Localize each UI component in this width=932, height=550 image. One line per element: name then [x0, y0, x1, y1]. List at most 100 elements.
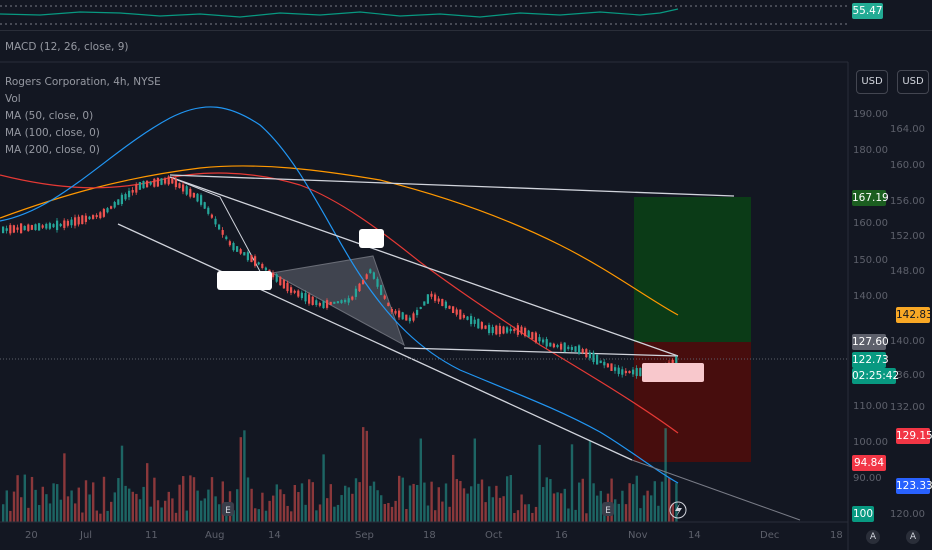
auto-scale-button[interactable]: A [866, 530, 880, 544]
triangle-pattern [270, 255, 405, 347]
volume-bar [596, 495, 599, 522]
volume-bar [650, 495, 653, 522]
log-scale-button[interactable]: A [906, 530, 920, 544]
candle-body [171, 178, 174, 184]
svg-text:E: E [225, 506, 231, 516]
stop-zone [634, 342, 751, 462]
volume-bar [621, 490, 624, 522]
volume-bar [128, 488, 131, 522]
candle-body [617, 367, 620, 374]
candle-body [671, 359, 674, 364]
volume-bar [45, 494, 48, 522]
candle-body [524, 327, 527, 337]
volume-bar [498, 497, 502, 522]
candle-body [257, 262, 260, 265]
volume-bar [552, 493, 556, 522]
volume-bar [246, 477, 250, 522]
volume-bar [538, 444, 541, 522]
neckline [403, 347, 679, 357]
countdown-tag: 02:25:42 [852, 368, 900, 384]
candle-body [210, 214, 213, 218]
candle-body [596, 354, 599, 365]
candle-body [77, 216, 80, 225]
candle-body [322, 301, 325, 309]
volume-bar [466, 493, 469, 522]
volume-bar [358, 482, 361, 522]
volume-bar [117, 478, 120, 522]
ma50-legend[interactable]: MA (50, close, 0) [5, 110, 94, 122]
volume-bar [88, 494, 91, 522]
ma100-legend[interactable]: MA (100, close, 0) [5, 127, 100, 139]
volume-bar [30, 476, 34, 522]
volume-bar [66, 496, 70, 522]
volume-bar [488, 486, 491, 522]
ma200-price-tag: 142.83 [896, 307, 932, 323]
candle-body [70, 219, 73, 226]
ma50-price-tag: 123.33 [896, 478, 932, 494]
candle-body [372, 272, 375, 279]
volume-bar [423, 482, 426, 522]
price-axis-tick: 148.00 [890, 266, 925, 277]
currency-button-right[interactable]: USD [897, 70, 929, 94]
target-price-tag: 167.19 [852, 190, 889, 206]
candle-body [390, 308, 393, 312]
symbol-legend[interactable]: Rogers Corporation, 4h, NYSE [5, 76, 161, 88]
volume-bar [63, 453, 66, 522]
candle-body [182, 184, 185, 192]
candle-body [16, 227, 19, 230]
annotation-box[interactable] [217, 271, 272, 290]
volume-bar [412, 483, 415, 522]
volume-bar [455, 479, 458, 522]
candle-body [498, 325, 501, 335]
volume-bar [394, 500, 397, 522]
candle-body [470, 315, 473, 325]
candle-body [552, 343, 555, 348]
volume-bar [153, 477, 156, 522]
volume-bar [351, 493, 354, 522]
candle-body [300, 292, 303, 299]
candle-body [387, 302, 390, 306]
upper-trendline [169, 174, 735, 197]
flash-icon [669, 501, 687, 519]
volume-bar [639, 508, 642, 522]
entry-marker [642, 363, 704, 382]
macd-legend[interactable]: MACD (12, 26, close, 9) [5, 41, 129, 53]
volume-bar [624, 504, 628, 522]
currency-button-left[interactable]: USD [856, 70, 888, 94]
volume-bar [34, 489, 37, 522]
candle-body [5, 228, 8, 231]
candle-body [412, 313, 415, 321]
volume-bar [668, 477, 671, 522]
annotation-box[interactable] [359, 229, 384, 248]
price-axis-tick: 164.00 [890, 124, 925, 135]
candle-body [20, 223, 23, 234]
rsi-line [0, 8, 679, 18]
candle-body [376, 278, 379, 287]
volume-bar [495, 485, 498, 522]
candle-body [153, 178, 156, 187]
vol-legend[interactable]: Vol [5, 93, 21, 105]
candle-body [408, 317, 411, 322]
candle-body [84, 215, 87, 222]
volume-bar [545, 477, 548, 522]
volume-bar [272, 495, 275, 522]
svg-text:E: E [605, 506, 611, 516]
candle-body [416, 309, 419, 316]
candle-body [542, 339, 545, 343]
candle-body [196, 193, 199, 202]
candle-body [513, 328, 516, 332]
candles [2, 175, 678, 379]
candle-body [264, 267, 267, 271]
candle-body [455, 309, 458, 315]
candle-body [293, 290, 296, 293]
ma200-legend[interactable]: MA (200, close, 0) [5, 144, 100, 156]
volume-bar [268, 500, 271, 522]
candle-body [527, 330, 530, 337]
candle-body [567, 346, 570, 349]
volume-bar [642, 495, 646, 522]
volume-bar [138, 499, 142, 522]
volume-bar [574, 509, 577, 522]
candle-body [74, 217, 77, 226]
volume-bar [297, 492, 300, 522]
